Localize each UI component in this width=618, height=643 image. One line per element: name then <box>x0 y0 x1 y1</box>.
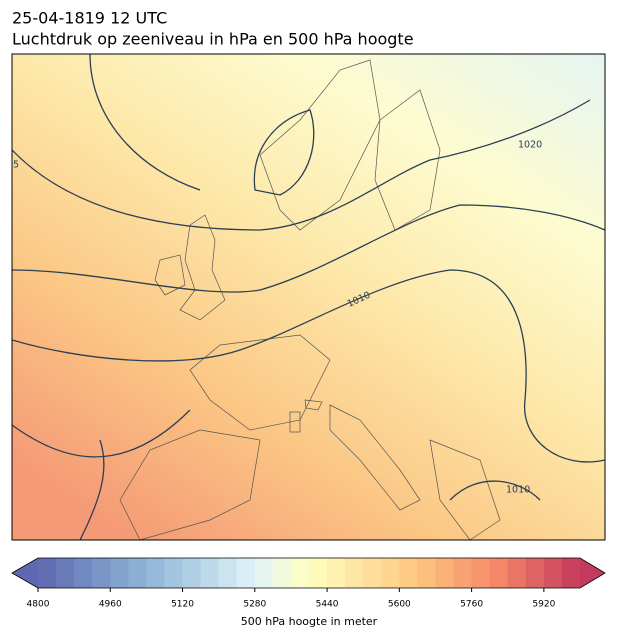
colorbar-segment <box>345 558 364 588</box>
subtitle: Luchtdruk op zeeniveau in hPa en 500 hPa… <box>12 30 414 49</box>
isobars <box>12 54 605 540</box>
colorbar-segment <box>56 558 75 588</box>
map-frame <box>11 53 606 541</box>
colorbar-tick-label: 5280 <box>243 600 266 610</box>
colorbar-extend-low <box>12 558 38 588</box>
colorbar-tick-label: 5920 <box>532 600 555 610</box>
contour-label: 1010 <box>506 485 530 496</box>
colorbar-segment <box>92 558 111 588</box>
colorbar-segment <box>399 558 418 588</box>
colorbar-segment <box>381 558 400 588</box>
colorbar-segment <box>417 558 436 588</box>
colorbar-segment <box>218 558 238 588</box>
map-background <box>12 54 605 540</box>
colorbar-outline <box>11 557 606 589</box>
colorbar-segment <box>507 558 527 588</box>
colorbar-segment <box>182 558 202 588</box>
map: 1020 1010 1010 5 <box>12 54 605 540</box>
colorbar-segment <box>74 558 93 588</box>
colorbar-extend-high <box>580 558 605 588</box>
colorbar-tick-label: 5120 <box>171 600 194 610</box>
colorbar-segment <box>525 558 545 588</box>
colorbar-segment <box>254 558 274 588</box>
colorbar-segment <box>453 558 473 588</box>
colorbar-segment <box>236 558 256 588</box>
colorbar-tick-label: 4960 <box>99 600 122 610</box>
colorbar-segment <box>471 558 491 588</box>
colorbar-segment <box>290 558 310 588</box>
coastlines <box>119 59 501 540</box>
colorbar-segment <box>435 558 455 588</box>
colorbar-segment <box>543 558 563 588</box>
colorbar-segment <box>164 558 184 588</box>
colorbar-tick-label: 4800 <box>27 600 50 610</box>
colorbar-label: 500 hPa hoogte in meter <box>241 615 378 628</box>
colorbar-segment <box>38 558 57 588</box>
colorbar-segment <box>327 558 346 588</box>
colorbar-tick-label: 5760 <box>460 600 483 610</box>
colorbar-segment <box>110 558 129 588</box>
colorbar-segment <box>363 558 382 588</box>
contour-label: 5 <box>13 160 19 171</box>
colorbar-segment <box>200 558 220 588</box>
colorbar-segment <box>489 558 509 588</box>
colorbar-segment <box>309 558 328 588</box>
contour-label: 1020 <box>518 140 542 151</box>
colorbar-segment <box>146 558 165 588</box>
colorbar: 4800 4960 5120 5280 5440 5600 5760 5920 <box>11 557 606 610</box>
colorbar-segment <box>272 558 292 588</box>
colorbar-segment <box>128 558 147 588</box>
title: 25-04-1819 12 UTC <box>12 9 167 28</box>
colorbar-segment <box>561 558 581 588</box>
colorbar-tick-label: 5600 <box>388 600 411 610</box>
colorbar-tick-label: 5440 <box>316 600 339 610</box>
